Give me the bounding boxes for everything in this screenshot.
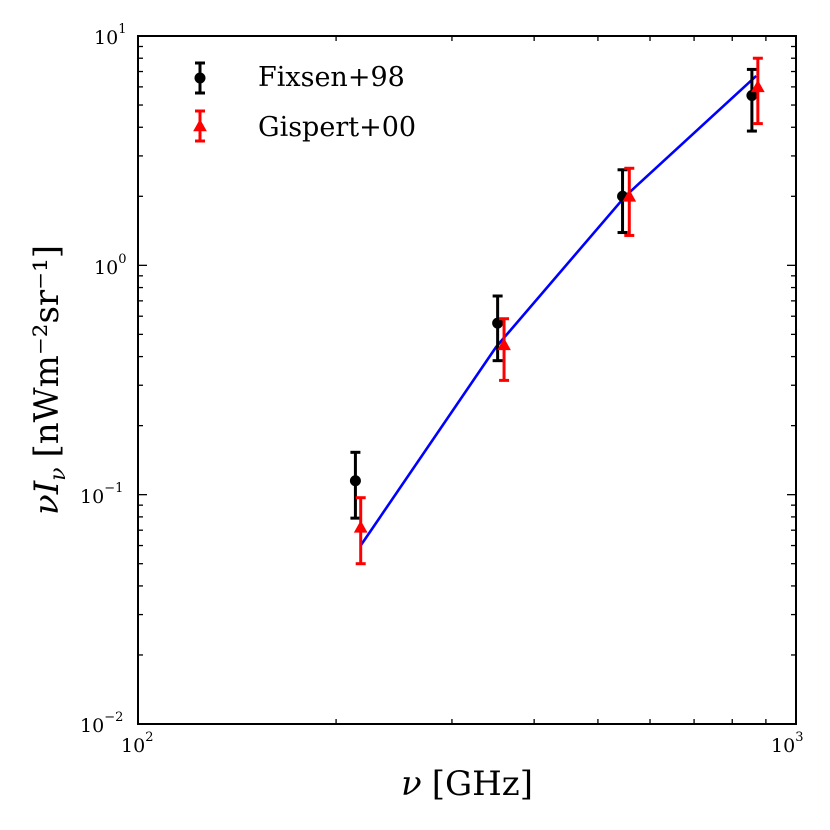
tick-marks [137,35,797,725]
gispert-00-point-0 [353,520,368,533]
x-tick-exp-100: 2 [145,730,153,745]
y-tick-label-1: 100 [94,252,126,279]
plot-frame [137,35,797,725]
legend-point-fixsen-98 [194,72,206,84]
x-tick-exp-1000: 3 [795,730,803,745]
legend-label-gispert: Gispert+00 [258,112,416,143]
y-tick-label-0.1: 10−1 [80,481,123,508]
gispert-00-point-1 [497,337,511,351]
legend: Fixsen+98 Gispert+00 [193,61,416,143]
y-tick-label-10: 101 [94,22,126,49]
legend-marker-fixsen [194,61,206,95]
y-axis-symbol: νI [27,480,67,515]
y-tick-exp-0.1: −1 [104,481,123,496]
model-line [359,74,758,547]
gispert-00-point-3 [750,79,765,93]
y-tick-exp-0.01: −2 [104,710,123,725]
gispert-00-errorbar-2 [624,166,635,237]
legend-marker-gispert [193,109,207,143]
x-tick-label-1000: 103 [771,730,803,757]
y-tick-labels: 10−2 10−1 100 101 [80,22,126,737]
y-tick-exp-1: 0 [118,252,126,267]
y-axis-unit: [nWm⁻²sr⁻¹] [27,245,67,457]
x-axis-symbol: ν [401,764,422,804]
data-points-layer [349,56,765,566]
x-axis-unit: [GHz] [432,764,533,804]
y-tick-label-0.01: 10−2 [80,710,123,737]
y-axis-title: νIν [nWm⁻²sr⁻¹] [27,245,71,515]
gispert-00-point-2 [622,189,637,202]
x-tick-label-100: 102 [121,730,153,757]
x-tick-labels: 102 103 [121,730,803,757]
fixsen-98-point-0 [349,475,361,487]
y-tick-exp-10: 1 [118,22,126,37]
model-line-layer [359,74,758,547]
legend-label-fixsen: Fixsen+98 [258,62,405,93]
x-axis-title: ν [GHz] [401,764,533,804]
legend-point-gispert-00 [193,118,207,132]
y-axis-subscript: ν [46,467,71,480]
